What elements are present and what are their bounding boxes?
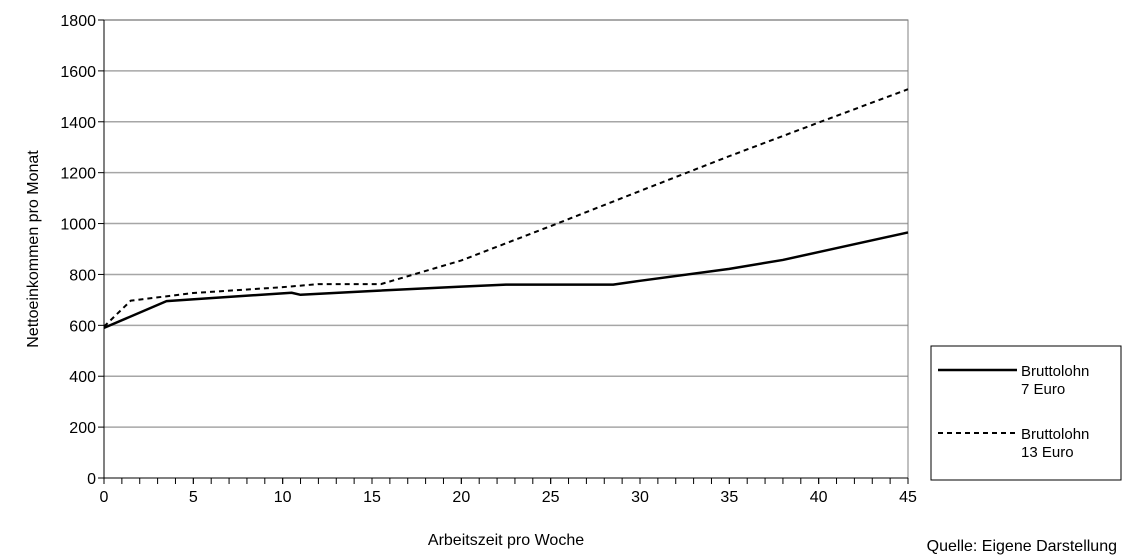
legend-label-series-2-line-1: Bruttolohn: [1021, 426, 1089, 443]
y-tick-label: 800: [69, 267, 96, 284]
x-tick-label: 25: [542, 489, 560, 506]
y-tick-label: 1400: [60, 115, 96, 132]
plot-frame: [103, 19, 909, 479]
x-tick-label: 10: [274, 489, 292, 506]
x-tick-label: 0: [100, 489, 109, 506]
legend: Bruttolohn 7 Euro Bruttolohn 13 Euro: [930, 345, 1122, 481]
series-line-2: [103, 88, 909, 328]
y-tick-label: 1200: [60, 166, 96, 183]
x-axis-title: Arbeitszeit pro Woche: [428, 532, 584, 549]
y-tick-label: 1000: [60, 217, 96, 234]
x-tick-label: 40: [810, 489, 828, 506]
y-tick-label: 1600: [60, 64, 96, 81]
legend-label-series-1: Bruttolohn 7 Euro: [1021, 363, 1094, 398]
legend-label-series-2: Bruttolohn 13 Euro: [1021, 426, 1094, 461]
x-tick-label: 35: [720, 489, 738, 506]
x-tick-label: 30: [631, 489, 649, 506]
source-note: Quelle: Eigene Darstellung: [927, 538, 1117, 555]
y-tick-label: 1800: [60, 13, 96, 30]
y-axis-title: Nettoeinkommen pro Monat: [25, 150, 42, 348]
x-axis-ticks: 0 5 10 15 20 25 30 35 40 45: [100, 478, 917, 506]
y-tick-label: 600: [69, 318, 96, 335]
legend-label-series-2-line-2: 13 Euro: [1021, 444, 1074, 461]
y-tick-label: 400: [69, 369, 96, 386]
x-axis-minor-ticks: [103, 478, 909, 484]
series-line-1: [103, 231, 909, 330]
y-tick-label: 0: [87, 471, 96, 488]
y-axis-ticks: 0 200 400 600 800 1000 1200 1400 1600 1800: [60, 13, 104, 488]
series-layer: [103, 88, 909, 330]
x-tick-label: 5: [189, 489, 198, 506]
x-tick-label: 20: [452, 489, 470, 506]
legend-label-series-1-line-2: 7 Euro: [1021, 381, 1065, 398]
x-tick-label: 45: [899, 489, 917, 506]
gridlines: [104, 19, 908, 428]
axes: [103, 20, 908, 479]
x-tick-label: 15: [363, 489, 381, 506]
legend-label-series-1-line-1: Bruttolohn: [1021, 363, 1089, 380]
y-tick-label: 200: [69, 420, 96, 437]
legend-box: [930, 345, 1122, 481]
